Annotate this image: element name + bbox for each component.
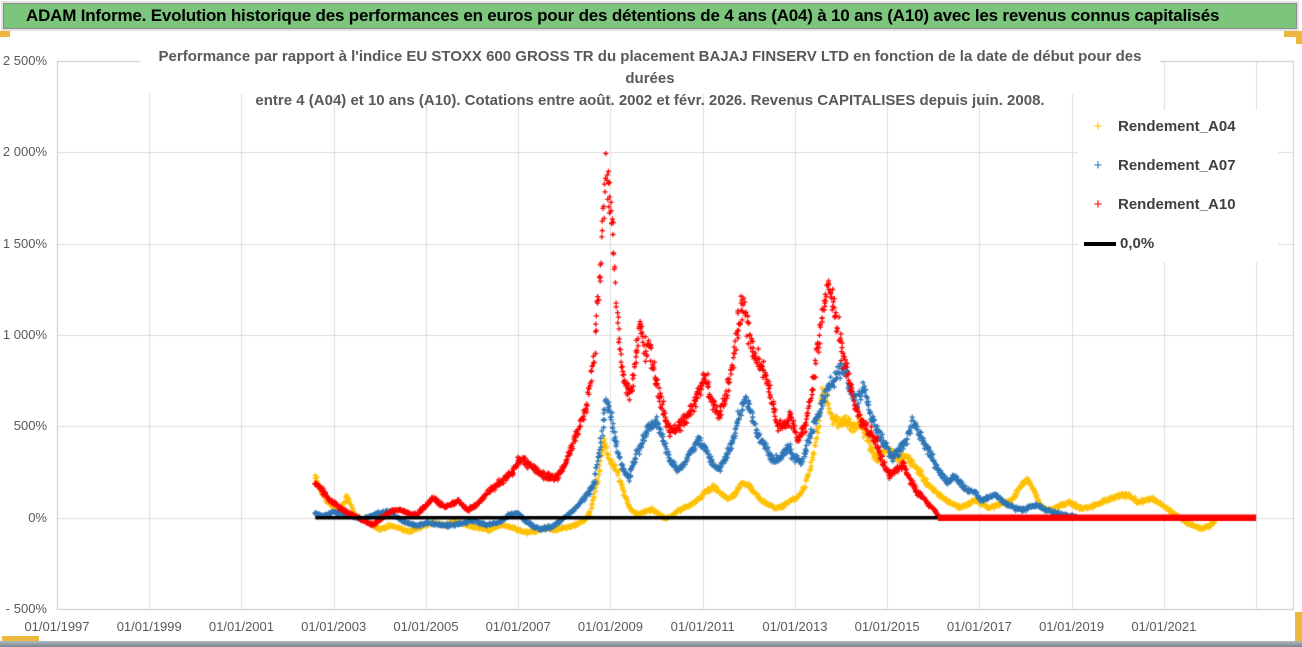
- plus-marker-icon: +: [1093, 118, 1103, 135]
- legend-item-label: Rendement_A10: [1118, 196, 1236, 213]
- gold-accent-top-right: [1284, 31, 1302, 37]
- chart-subtitle: Performance par rapport à l'indice EU ST…: [140, 46, 1160, 109]
- chart-subtitle-line-1: Performance par rapport à l'indice EU ST…: [158, 48, 1142, 87]
- plus-marker-icon: +: [1093, 196, 1103, 213]
- zero-line-swatch-icon: [1084, 241, 1116, 246]
- gold-accent-bottom-right: [1295, 612, 1302, 641]
- legend-item-label: Rendement_A07: [1118, 157, 1236, 174]
- legend-item-label: Rendement_A04: [1118, 118, 1236, 135]
- legend-item-rendement-a10[interactable]: + Rendement_A10: [1078, 196, 1278, 213]
- legend-item-label: 0,0%: [1120, 235, 1155, 252]
- chart-legend: + Rendement_A04 + Rendement_A07 + Rendem…: [1078, 110, 1278, 262]
- page-title: ADAM Informe. Evolution historique des p…: [26, 6, 1220, 25]
- footer-bar: [0, 641, 1302, 647]
- gold-accent-bottom-left: [2, 636, 39, 642]
- chart-subtitle-line-2: entre 4 (A04) et 10 ans (A10). Cotations…: [255, 92, 1045, 109]
- gold-accent-top-left: [0, 31, 10, 37]
- gold-accent-top-right-edge: [1296, 31, 1302, 44]
- legend-item-rendement-a04[interactable]: + Rendement_A04: [1078, 118, 1278, 135]
- legend-item-zero-line[interactable]: 0,0%: [1078, 235, 1278, 252]
- plus-marker-icon: +: [1093, 157, 1103, 174]
- legend-item-rendement-a07[interactable]: + Rendement_A07: [1078, 157, 1278, 174]
- title-bar: ADAM Informe. Evolution historique des p…: [1, 1, 1299, 31]
